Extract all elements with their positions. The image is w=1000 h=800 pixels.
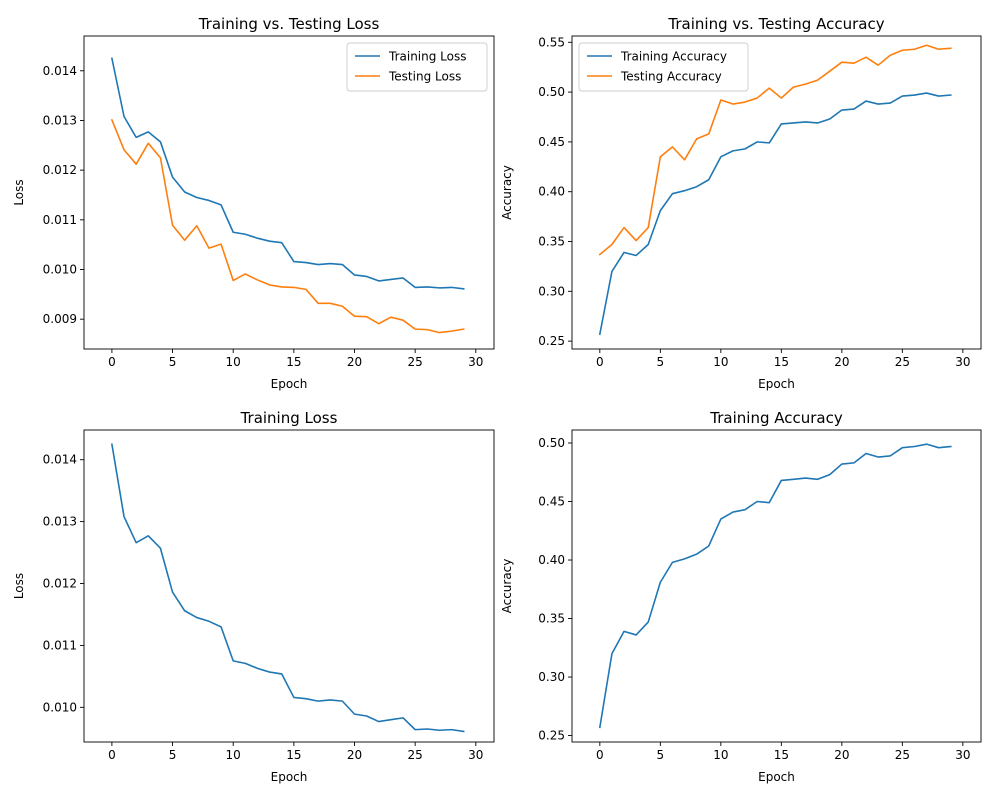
axes-frame (571, 429, 982, 743)
x-axis-label: Epoch (271, 770, 308, 784)
legend-label: Training Loss (388, 50, 466, 64)
series-line-testing-accuracy (598, 44, 952, 256)
y-tick-label: 0.25 (538, 334, 565, 348)
x-axis-label: Epoch (758, 770, 795, 784)
y-axis-label: Loss (12, 573, 26, 599)
axes-frame (571, 35, 982, 350)
y-tick-label: 0.014 (43, 64, 77, 78)
x-tick-label: 30 (468, 355, 483, 369)
legend-label: Testing Loss (388, 70, 461, 84)
chart-title: Training vs. Testing Loss (198, 15, 380, 33)
y-tick-label: 0.40 (538, 185, 565, 199)
axes-frame (83, 35, 495, 350)
y-tick-label: 0.45 (538, 135, 565, 149)
y-axis-label: Loss (12, 179, 26, 205)
x-tick-label: 30 (468, 748, 483, 762)
y-tick-label: 0.30 (538, 284, 565, 298)
chart-title: Training Accuracy (709, 409, 843, 427)
subplot-2: Training vs. Testing Accuracy 0 5 10 15 20 25 3… (500, 15, 982, 391)
series-line-training-accuracy (598, 92, 952, 336)
x-tick-label: 5 (169, 748, 177, 762)
y-axis-label: Accuracy (500, 559, 514, 614)
x-tick-label: 30 (955, 355, 970, 369)
y-tick-label: 0.55 (538, 35, 565, 49)
y-tick-label: 0.40 (538, 553, 565, 567)
x-tick-label: 30 (955, 748, 970, 762)
y-tick-label: 0.009 (43, 312, 77, 326)
x-tick-label: 25 (408, 355, 423, 369)
x-tick-label: 0 (596, 748, 604, 762)
x-tick-label: 0 (596, 355, 604, 369)
y-tick-label: 0.45 (538, 495, 565, 509)
axes-frame (83, 429, 495, 743)
y-tick-label: 0.013 (43, 515, 77, 529)
x-tick-label: 10 (713, 748, 728, 762)
y-tick-label: 0.50 (538, 436, 565, 450)
x-tick-label: 10 (226, 355, 241, 369)
series-line-series-1 (598, 443, 952, 729)
y-tick-label: 0.012 (43, 163, 77, 177)
x-tick-label: 20 (834, 355, 849, 369)
subplot-3: Training Loss 0 5 10 15 20 25 30 0.010 0.011 0.012… (12, 409, 495, 784)
series-line-testing-loss (110, 118, 465, 334)
y-tick-label: 0.35 (538, 612, 565, 626)
y-tick-label: 0.011 (43, 638, 77, 652)
x-tick-label: 0 (108, 355, 116, 369)
y-tick-label: 0.010 (43, 700, 77, 714)
chart-title: Training vs. Testing Accuracy (667, 15, 884, 33)
x-tick-label: 5 (169, 355, 177, 369)
series-line-series-1 (110, 443, 465, 733)
y-tick-label: 0.010 (43, 263, 77, 277)
x-tick-label: 5 (657, 355, 665, 369)
y-tick-label: 0.011 (43, 213, 77, 227)
x-tick-label: 25 (408, 748, 423, 762)
legend-label: Testing Accuracy (620, 70, 722, 84)
x-tick-label: 15 (774, 355, 789, 369)
x-tick-label: 15 (286, 355, 301, 369)
x-axis-label: Epoch (758, 377, 795, 391)
x-tick-label: 20 (347, 355, 362, 369)
legend: Training Loss Testing Loss (346, 42, 488, 92)
subplot-1: Training vs. Testing Loss 0 5 10 15 20 25 30 0.0… (12, 15, 495, 391)
x-tick-label: 10 (226, 748, 241, 762)
x-tick-label: 25 (895, 355, 910, 369)
legend-label: Training Accuracy (620, 50, 727, 64)
y-tick-label: 0.014 (43, 453, 77, 467)
x-tick-label: 5 (657, 748, 665, 762)
subplot-4: Training Accuracy 0 5 10 15 20 25 30 0.25 0.30 0.3… (500, 409, 982, 784)
y-tick-label: 0.013 (43, 113, 77, 127)
x-tick-label: 15 (286, 748, 301, 762)
x-tick-label: 20 (347, 748, 362, 762)
legend: Training Accuracy Testing Accuracy (578, 42, 749, 92)
y-tick-label: 0.35 (538, 235, 565, 249)
y-tick-label: 0.30 (538, 670, 565, 684)
x-tick-label: 10 (713, 355, 728, 369)
y-tick-label: 0.012 (43, 577, 77, 591)
legend-box (346, 42, 488, 92)
chart-title: Training Loss (240, 409, 338, 427)
legend-box (578, 42, 749, 92)
x-tick-label: 15 (774, 748, 789, 762)
series-line-training-loss (110, 57, 465, 290)
x-tick-label: 0 (108, 748, 116, 762)
y-tick-label: 0.25 (538, 729, 565, 743)
x-tick-label: 25 (895, 748, 910, 762)
x-axis-label: Epoch (271, 377, 308, 391)
y-axis-label: Accuracy (500, 165, 514, 220)
y-tick-label: 0.50 (538, 85, 565, 99)
x-tick-label: 20 (834, 748, 849, 762)
